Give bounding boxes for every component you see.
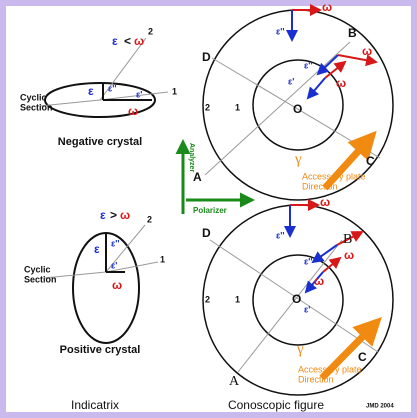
omega: ω	[314, 274, 324, 288]
epsilon-1: ε'	[304, 304, 310, 314]
center-label: O	[292, 292, 301, 306]
point-label: D	[202, 226, 211, 240]
epsilon-2: ε''	[276, 230, 285, 240]
accessory-label: Accessory plate	[298, 364, 362, 374]
epsilon-1: ε'	[111, 260, 117, 270]
positive-indicatrix	[43, 224, 159, 344]
caption: Negative crystal	[58, 136, 142, 148]
polarization-arrows	[175, 139, 255, 214]
point-label: A	[229, 374, 240, 389]
point-label: C	[358, 350, 367, 364]
center-label: O	[293, 102, 302, 116]
axis-label: 2	[147, 214, 152, 224]
indicatrix-caption: Indicatrix	[71, 398, 119, 412]
ring-label: 1	[235, 102, 240, 112]
epsilon-2: ε''	[111, 238, 120, 248]
relation-sign: <	[124, 34, 131, 48]
epsilon: ε	[88, 84, 94, 98]
conoscopic-bottom	[202, 199, 394, 396]
accessory-label: Direction	[298, 374, 334, 384]
epsilon-2: ε''	[304, 256, 313, 266]
point-label: A	[193, 170, 202, 184]
omega: ω	[128, 104, 138, 118]
omega: ω	[322, 0, 332, 14]
point-label: C	[366, 154, 375, 168]
point-label: D	[202, 50, 211, 64]
cyclic-label: Section	[20, 102, 53, 112]
negative-indicatrix	[39, 37, 169, 118]
point-label: B	[343, 232, 352, 247]
conoscopic-top	[202, 4, 394, 201]
omega: ω	[112, 278, 122, 292]
cyclic-label: Cyclic	[20, 92, 47, 102]
epsilon-1: ε'	[136, 89, 142, 99]
omega: ω	[344, 248, 354, 262]
axis-label: 1	[160, 254, 165, 264]
omega: ω	[320, 195, 330, 209]
cyclic-label: Section	[24, 274, 57, 284]
axis-label: 2	[148, 26, 153, 36]
ring-label: 2	[205, 294, 210, 304]
epsilon-2: ε''	[108, 83, 117, 93]
relation-omega: ω	[120, 208, 130, 222]
omega: ω	[362, 44, 372, 58]
analyzer-label: Analyzer	[188, 143, 195, 172]
epsilon-1: ε'	[288, 76, 294, 86]
relation-omega: ω	[134, 34, 144, 48]
gamma: γ	[294, 151, 302, 167]
accessory-label: Direction	[302, 181, 338, 191]
point-label: B	[348, 26, 357, 40]
conoscopic-caption: Conoscopic figure	[228, 398, 324, 412]
axis-label: 1	[172, 86, 177, 96]
accessory-label: Accessory plate	[302, 171, 366, 181]
polarizer-label: Polarizer	[193, 206, 227, 215]
ring-label: 1	[235, 294, 240, 304]
epsilon: ε	[94, 242, 100, 256]
omega: ω	[336, 76, 346, 90]
gamma: γ	[296, 341, 304, 357]
caption: Positive crystal	[60, 344, 141, 356]
relation-sign: >	[110, 208, 117, 222]
epsilon-2: ε''	[276, 26, 285, 36]
credit: JMD 2004	[366, 404, 394, 410]
relation-epsilon: ε	[100, 208, 106, 222]
relation-epsilon: ε	[112, 34, 118, 48]
ring-label: 2	[205, 102, 210, 112]
epsilon-2: ε''	[304, 60, 313, 70]
cyclic-label: Cyclic	[24, 264, 51, 274]
